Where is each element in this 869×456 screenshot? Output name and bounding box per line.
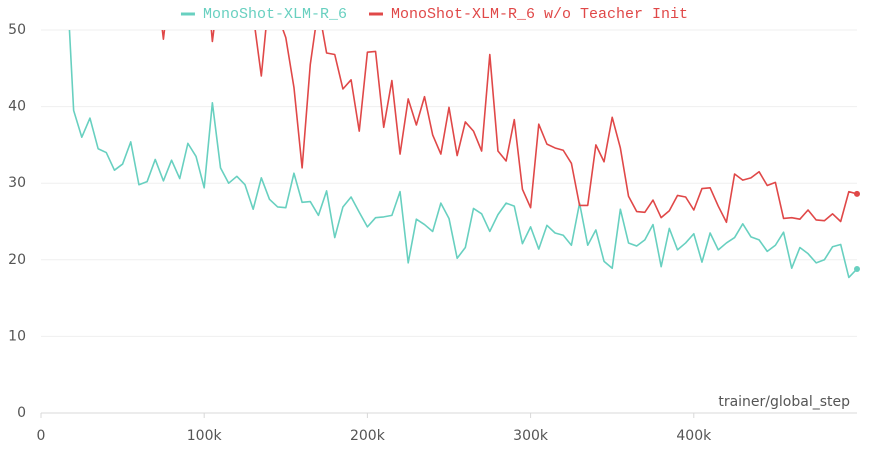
grid bbox=[40, 29, 857, 418]
y-tick-label: 30 bbox=[8, 175, 26, 191]
x-tick-label: 0 bbox=[37, 428, 46, 444]
x-tick-label: 300k bbox=[513, 428, 549, 444]
plot-area bbox=[68, 30, 860, 279]
x-axis-title: trainer/global_step bbox=[718, 394, 850, 410]
y-tick-label: 20 bbox=[8, 252, 26, 268]
series-line bbox=[161, 30, 858, 224]
x-tick-label: 100k bbox=[187, 428, 223, 444]
legend-label: MonoShot-XLM-R_6 w/o Teacher Init bbox=[391, 6, 688, 23]
legend-label: MonoShot-XLM-R_6 bbox=[203, 6, 347, 23]
series-line bbox=[68, 30, 858, 279]
y-tick-label: 0 bbox=[17, 405, 26, 421]
end-point bbox=[854, 190, 860, 197]
y-tick-label: 10 bbox=[8, 328, 26, 344]
end-point bbox=[854, 265, 860, 272]
labels: trainer/global_step 0 10 20 30 40 50 0 100k 200k… bbox=[8, 22, 850, 444]
x-tick-label: 200k bbox=[350, 428, 386, 444]
legend: MonoShot-XLM-R_6 MonoShot-XLM-R_6 w/o Tea… bbox=[180, 6, 688, 23]
y-tick-label: 50 bbox=[8, 22, 26, 38]
x-tick-label: 400k bbox=[676, 428, 712, 444]
y-tick-label: 40 bbox=[8, 99, 26, 115]
